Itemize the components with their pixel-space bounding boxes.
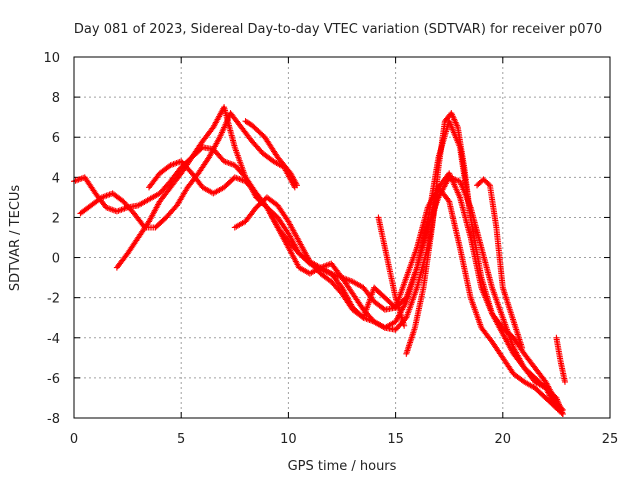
x-tick-label: 0	[70, 432, 78, 447]
series-track-8	[474, 176, 526, 351]
data-point	[559, 410, 566, 417]
y-tick-label: 8	[52, 91, 60, 106]
x-axis-label: GPS time / hours	[288, 459, 397, 474]
y-tick-label: -6	[47, 372, 60, 387]
data-point	[561, 378, 568, 385]
data-point	[401, 322, 408, 329]
x-tick-label: 15	[387, 432, 404, 447]
x-tick-label: 20	[495, 432, 512, 447]
series-track-9	[553, 334, 568, 385]
data-point	[467, 214, 474, 221]
y-tick-label: 4	[52, 171, 60, 186]
data-point	[519, 344, 526, 351]
y-tick-label: -8	[47, 412, 60, 427]
x-tick-label: 10	[280, 432, 297, 447]
data-points	[71, 104, 568, 417]
x-tick-label: 25	[602, 432, 619, 447]
series-track-7	[403, 110, 474, 357]
y-tick-label: -4	[47, 332, 60, 347]
y-tick-label: 2	[52, 211, 60, 226]
series-track-10	[375, 214, 408, 329]
series-track-3	[77, 110, 298, 231]
data-point-interp	[558, 409, 565, 416]
y-tick-label: 0	[52, 252, 60, 267]
series-track-5	[146, 158, 566, 417]
y-tick-label: 10	[43, 51, 60, 66]
series-track-6	[242, 118, 300, 189]
y-tick-label: 6	[52, 131, 60, 146]
plot-frame	[73, 56, 611, 419]
x-tick-label: 5	[177, 432, 185, 447]
data-point-interp	[140, 223, 147, 230]
chart-title: Day 081 of 2023, Sidereal Day-to-day VTE…	[74, 22, 602, 37]
data-point-interp	[445, 196, 452, 203]
series-track-2	[113, 104, 566, 417]
y-axis-label: SDTVAR / TECUs	[8, 185, 23, 292]
data-point	[293, 182, 300, 189]
y-tick-label: -2	[47, 292, 60, 307]
